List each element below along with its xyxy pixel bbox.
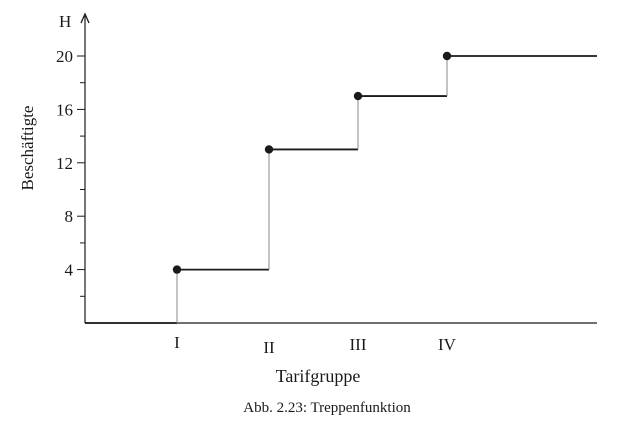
marks xyxy=(85,51,597,324)
y-axis-title: Beschäftigte xyxy=(18,106,37,191)
y-tick-label: 4 xyxy=(65,261,74,280)
y-tick-label: 20 xyxy=(56,47,73,66)
x-tick-label: IV xyxy=(438,335,457,354)
y-tick-label: 12 xyxy=(56,154,73,173)
ticks xyxy=(77,55,85,297)
step-point xyxy=(172,265,182,274)
x-tick-label: I xyxy=(174,333,180,352)
figure-caption: Abb. 2.23: Treppenfunktion xyxy=(243,400,411,416)
step-point xyxy=(264,145,274,154)
y-tick-label: 8 xyxy=(65,207,74,226)
x-axis-title: Tarifgruppe xyxy=(276,366,361,386)
axes xyxy=(80,12,597,324)
y-axis-arrow-icon xyxy=(80,12,90,24)
step-point xyxy=(442,51,452,61)
y-tick-label: 16 xyxy=(56,100,73,119)
step-point xyxy=(353,91,363,101)
y-axis-symbol: H xyxy=(59,12,71,31)
x-tick-label: II xyxy=(263,338,275,357)
x-tick-label: III xyxy=(350,335,367,354)
